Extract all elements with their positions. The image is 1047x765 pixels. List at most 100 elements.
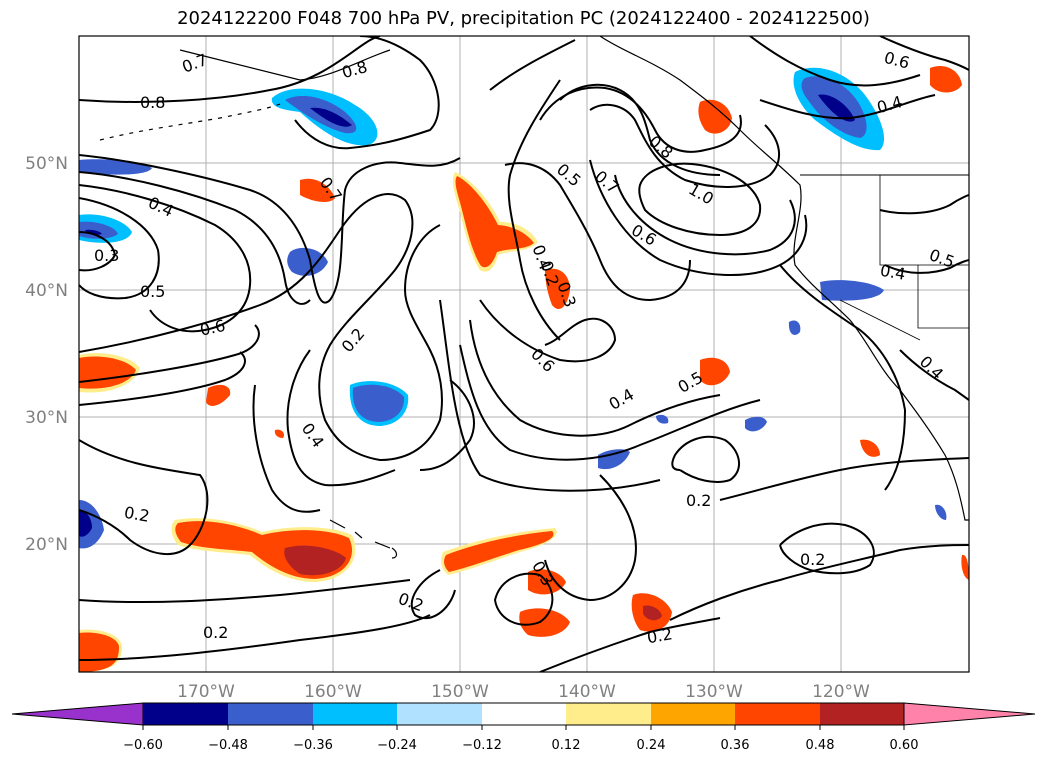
precip-blob — [745, 416, 767, 432]
map-title: 2024122200 F048 700 hPa PV, precipitatio… — [177, 8, 870, 29]
contour-label: 0.2 — [203, 623, 228, 642]
pv-contour — [493, 572, 554, 626]
colorbar-swatch — [313, 703, 397, 725]
lat-label: 50°N — [25, 154, 68, 174]
pv-contour — [286, 349, 396, 487]
pv-contour — [539, 86, 742, 153]
colorbar-swatch — [228, 703, 313, 725]
precip-blob — [598, 449, 630, 470]
precip-blob — [352, 384, 405, 422]
pv-contour — [669, 544, 969, 621]
precip-blob — [818, 94, 855, 122]
colorbar-tick-label: −0.12 — [462, 738, 502, 753]
colorbar-tick-label: −0.60 — [123, 738, 163, 753]
colorbar-over-triangle — [903, 702, 1036, 726]
pv-contour — [79, 36, 381, 103]
precip-blob — [274, 429, 285, 438]
pv-contour — [719, 457, 969, 501]
pv-contour — [459, 344, 761, 461]
colorbar-swatch — [566, 703, 651, 725]
colorbar-swatch — [651, 703, 735, 725]
pv-contour — [79, 197, 160, 300]
pv-contour — [79, 324, 260, 383]
islands-hawaii — [329, 519, 398, 559]
lon-label: 170°W — [177, 682, 235, 702]
pv-contour — [614, 174, 796, 256]
precip-blob — [455, 176, 534, 268]
pv-contour — [507, 79, 561, 341]
pv-contour — [779, 522, 875, 575]
lon-label: 130°W — [685, 682, 743, 702]
precip-blob — [961, 554, 969, 580]
contour-label: 0.8 — [140, 93, 165, 112]
contour-label: 0.6 — [198, 316, 227, 340]
colorbar-swatch — [397, 703, 482, 725]
colorbar-tick-label: −0.48 — [208, 738, 248, 753]
pv-contour — [79, 193, 443, 462]
colorbar-swatch — [482, 703, 566, 725]
pv-contour — [884, 259, 969, 274]
colorbar-swatch — [143, 703, 228, 725]
pv-contour — [589, 159, 808, 276]
pv-contour — [504, 162, 691, 302]
precip-positive — [79, 65, 969, 672]
pv-contour — [879, 194, 969, 215]
pv-contour — [79, 351, 246, 406]
precip-blob — [820, 280, 884, 301]
map-frame — [78, 35, 970, 673]
colorbar-tick-label: 0.48 — [806, 738, 835, 753]
colorbar-tick-label: −0.24 — [377, 738, 417, 753]
colorbar-under-triangle — [11, 702, 144, 726]
contour-label: 0.2 — [645, 624, 673, 647]
pv-contour — [879, 36, 969, 71]
precip-blob — [935, 504, 947, 520]
pv-contour — [489, 39, 576, 91]
precip-blob — [79, 221, 118, 239]
precip-blob — [656, 414, 669, 424]
lon-label: 160°W — [304, 682, 362, 702]
pv-contour — [419, 379, 475, 471]
pv-contour — [539, 617, 721, 672]
pv-contour — [79, 579, 411, 604]
pv-contour — [779, 264, 907, 491]
lon-label: 140°W — [558, 682, 616, 702]
contour-label: 0.2 — [800, 550, 825, 569]
pv-contour — [252, 384, 321, 513]
lon-label: 150°W — [431, 682, 489, 702]
lat-label: 20°N — [25, 535, 68, 555]
island-chain — [99, 103, 281, 141]
precip-blob — [788, 320, 801, 335]
pv-contour — [589, 103, 780, 188]
map-area: 0.7 0.8 0.8 0.6 0.6 0.4 0.4 0.3 0.5 0.7 … — [79, 36, 969, 672]
contour-label: 0.4 — [879, 261, 907, 284]
colorbar: −0.60 −0.48 −0.36 −0.24 −0.12 0.12 0.24 … — [11, 702, 1036, 753]
pv-contour — [479, 299, 617, 363]
pv-contour — [638, 162, 762, 237]
pv-contour — [410, 569, 456, 620]
precip-blob — [79, 510, 92, 537]
coastline-alaska — [179, 49, 391, 81]
precip-blob — [643, 605, 662, 621]
pv-contour — [79, 184, 252, 333]
pv-contours — [79, 36, 969, 672]
lon-label: 120°W — [812, 682, 870, 702]
longitude-labels: 170°W 160°W 150°W 140°W 130°W 120°W — [177, 682, 870, 702]
precip-blob — [79, 632, 119, 672]
contour-label: 0.2 — [123, 503, 151, 526]
contour-label: 0.3 — [94, 246, 119, 265]
colorbar-tick-label: 0.12 — [552, 738, 581, 753]
colorbar-tick-label: 0.60 — [890, 738, 919, 753]
pv-contour — [79, 171, 311, 305]
latitude-labels: 50°N 40°N 30°N 20°N — [25, 154, 68, 555]
pv-contour — [559, 83, 721, 176]
precip-blob — [698, 99, 732, 134]
precip-blob — [930, 65, 962, 93]
pv-contour — [79, 154, 461, 304]
precip-blob — [700, 357, 730, 386]
coastlines — [99, 36, 969, 559]
pv-contour — [899, 349, 969, 401]
contour-label: 0.2 — [686, 491, 711, 510]
precip-blob — [545, 268, 570, 310]
precip-blob — [206, 384, 231, 406]
